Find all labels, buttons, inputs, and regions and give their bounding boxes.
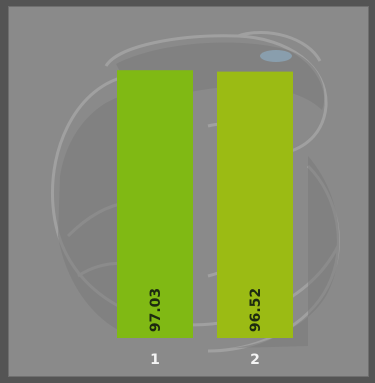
x-tick-label-1: 1 [150, 352, 160, 368]
chart-frame: 97.03 96.52 1 2 [8, 6, 369, 377]
bar-2 [217, 71, 293, 338]
bar-value-label-2: 96.52 [248, 288, 264, 332]
x-tick-label-2: 2 [250, 352, 260, 368]
bar-1 [117, 70, 193, 338]
bar-chart: 97.03 96.52 1 2 [117, 70, 293, 368]
bar-value-label-1: 97.03 [148, 288, 164, 332]
